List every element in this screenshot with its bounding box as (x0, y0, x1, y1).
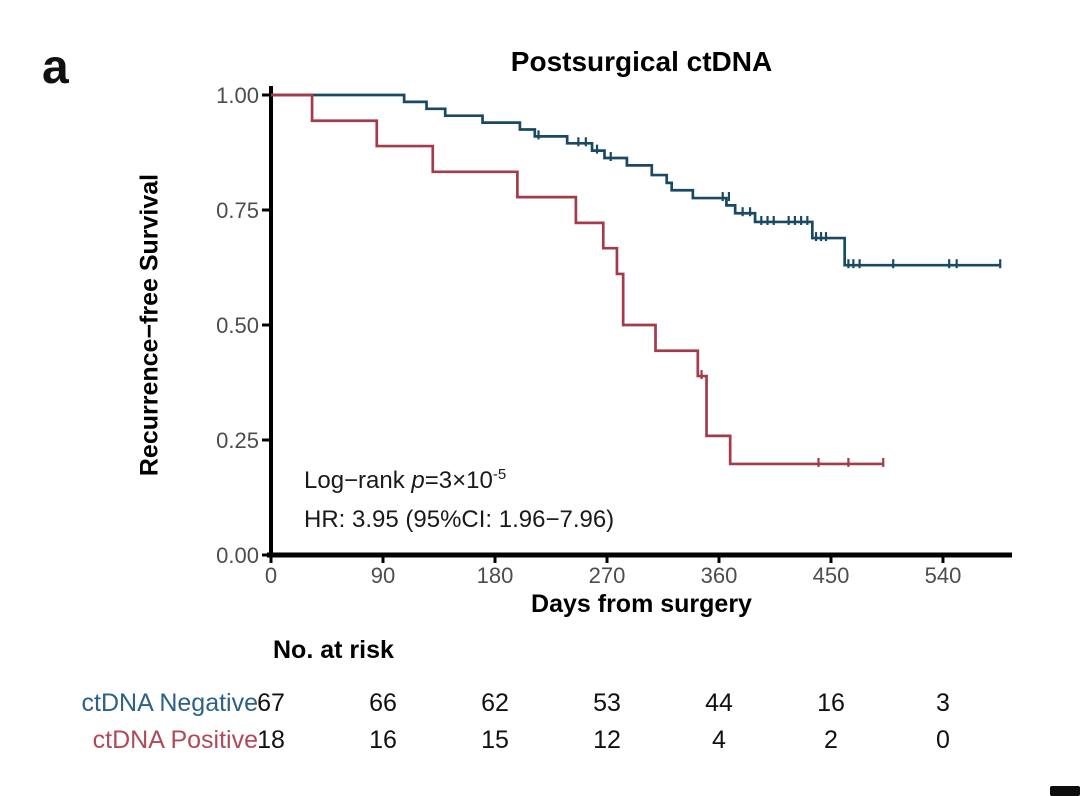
risk-row-label-positive: ctDNA Positive (92, 726, 258, 754)
chart-title: Postsurgical ctDNA (510, 46, 773, 77)
x-tick-label: 0 (264, 563, 278, 588)
x-axis-label: Days from surgery (531, 590, 752, 618)
risk-row-label-negative: ctDNA Negative (81, 689, 258, 717)
logrank-value: =3×10 (424, 467, 493, 494)
y-tick-label: 0.00 (216, 543, 259, 568)
x-tick-label: 540 (924, 563, 962, 588)
cropped-edge-artifact (1050, 786, 1080, 796)
risk-count: 18 (257, 726, 285, 754)
logrank-annotation: Log−rank p=3×10-5 (304, 467, 506, 495)
risk-count: 53 (593, 689, 621, 717)
risk-count: 0 (936, 726, 950, 754)
y-tick-label: 0.75 (216, 198, 259, 223)
risk-count: 3 (936, 689, 950, 717)
x-tick-label: 90 (370, 563, 396, 588)
risk-count: 12 (593, 726, 621, 754)
risk-table-header: No. at risk (273, 636, 394, 664)
km-curve-positive (271, 93, 884, 466)
risk-count: 16 (369, 726, 397, 754)
risk-count: 62 (481, 689, 509, 717)
y-tick-label: 0.25 (216, 428, 259, 453)
x-tick-label: 360 (700, 563, 738, 588)
km-curve-negative (271, 93, 1001, 267)
risk-count: 2 (824, 726, 838, 754)
x-tick-label: 450 (812, 563, 850, 588)
logrank-exponent: -5 (492, 466, 507, 483)
risk-count: 67 (257, 689, 285, 717)
risk-count: 44 (705, 689, 733, 717)
risk-count: 4 (712, 726, 726, 754)
hr-annotation: HR: 3.95 (95%CI: 1.96−7.96) (304, 506, 615, 533)
risk-count: 15 (481, 726, 509, 754)
risk-count: 66 (369, 689, 397, 717)
risk-count: 16 (817, 689, 845, 717)
y-tick-label: 0.50 (216, 313, 259, 338)
panel-letter: a (42, 41, 69, 94)
x-tick-label: 270 (588, 563, 626, 588)
logrank-p-symbol: p (411, 467, 425, 494)
x-tick-label: 180 (476, 563, 514, 588)
logrank-prefix: Log−rank (304, 467, 412, 494)
y-tick-label: 1.00 (216, 83, 259, 108)
